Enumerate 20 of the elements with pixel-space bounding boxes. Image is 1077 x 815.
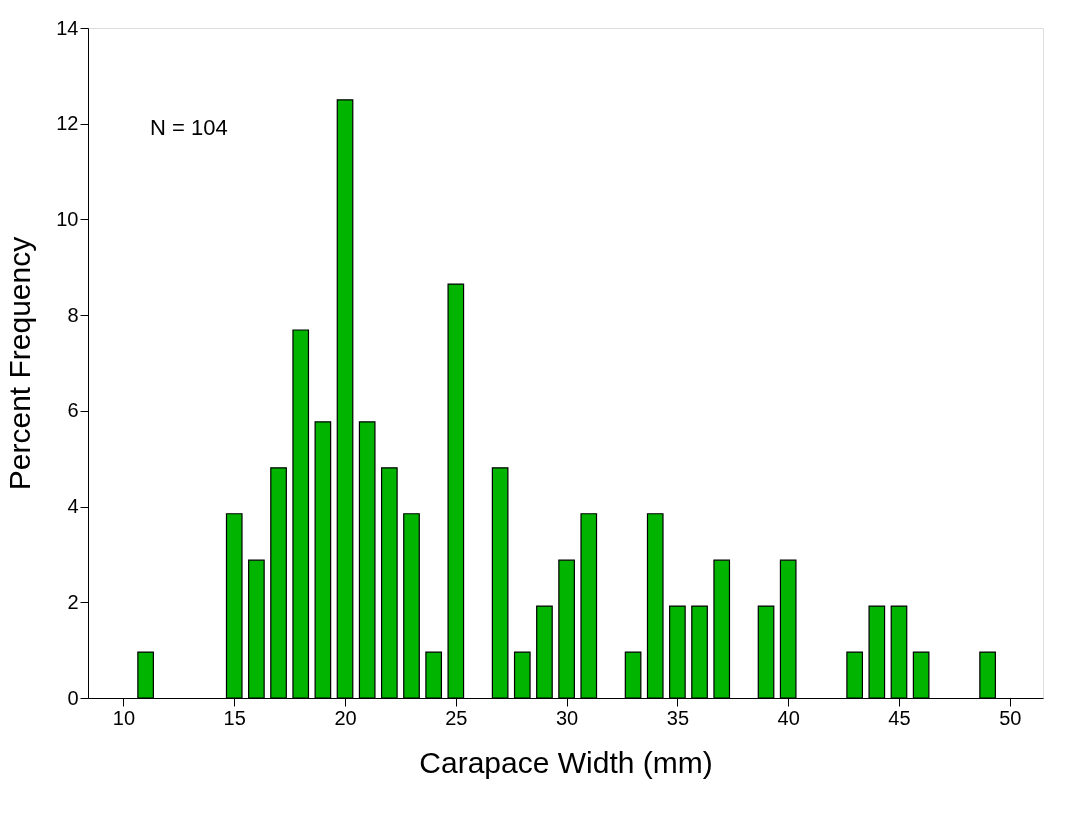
x-tick-label: 30 bbox=[555, 706, 579, 729]
x-tick-label: 20 bbox=[334, 706, 357, 729]
y-tick-label: 14 bbox=[56, 16, 79, 39]
y-tick-label: 4 bbox=[67, 495, 79, 518]
y-axis-title: Percent Frequency bbox=[3, 236, 37, 491]
y-tick-label: 12 bbox=[56, 112, 79, 135]
x-axis-title: Carapace Width (mm) bbox=[419, 745, 713, 779]
y-tick-label: 8 bbox=[67, 303, 79, 326]
y-tick-label: 10 bbox=[56, 207, 79, 230]
x-tick-label: 25 bbox=[445, 706, 468, 729]
x-tick-label: 40 bbox=[777, 706, 800, 729]
annotation: N = 104 bbox=[150, 115, 228, 140]
x-tick-label: 45 bbox=[888, 706, 911, 729]
x-tick-label: 35 bbox=[666, 706, 690, 729]
x-tick-label: 15 bbox=[223, 706, 246, 729]
y-tick-label: 0 bbox=[67, 686, 79, 709]
y-tick-label: 6 bbox=[67, 399, 79, 422]
x-tick-label: 50 bbox=[999, 706, 1022, 729]
x-tick-label: 10 bbox=[112, 706, 136, 729]
y-tick-label: 2 bbox=[67, 590, 79, 613]
